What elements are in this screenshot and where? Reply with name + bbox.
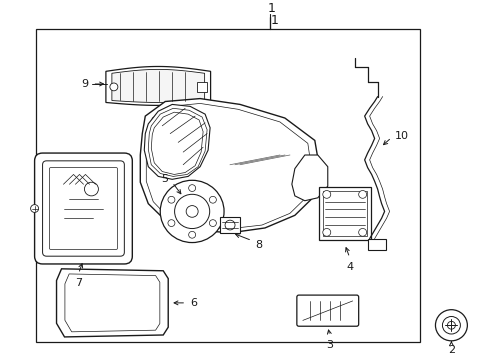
Circle shape [168,196,175,203]
Circle shape [189,231,196,238]
Circle shape [447,321,455,329]
Circle shape [359,190,367,198]
Bar [220,217,240,233]
Circle shape [442,316,461,334]
Text: 9: 9 [81,79,89,89]
Circle shape [186,206,198,217]
Circle shape [160,180,224,243]
Circle shape [359,229,367,236]
Bar [323,190,367,236]
Polygon shape [140,99,320,233]
Bar [368,239,386,250]
Text: 8: 8 [255,239,262,249]
Polygon shape [292,155,328,201]
Circle shape [323,229,331,236]
Text: 7: 7 [75,278,82,288]
Circle shape [436,310,467,341]
FancyBboxPatch shape [49,168,118,249]
Circle shape [30,204,39,212]
Text: 2: 2 [448,345,455,355]
Text: 5: 5 [161,174,168,184]
Circle shape [168,220,175,226]
FancyBboxPatch shape [43,161,124,256]
Circle shape [174,194,210,229]
Circle shape [209,220,217,226]
Text: 1: 1 [268,2,276,15]
Polygon shape [56,269,168,337]
Text: 3: 3 [326,340,333,350]
Circle shape [84,182,98,196]
Polygon shape [106,67,211,105]
Text: 10: 10 [394,131,409,140]
Circle shape [110,83,118,91]
Text: 1: 1 [271,14,279,27]
Circle shape [323,190,331,198]
FancyBboxPatch shape [35,153,132,264]
Polygon shape [144,104,210,179]
Bar [319,186,370,240]
Text: 4: 4 [346,261,353,271]
Polygon shape [112,69,205,103]
Circle shape [189,185,196,192]
Circle shape [209,196,217,203]
Text: 6: 6 [190,298,197,308]
Bar [36,28,419,342]
Circle shape [225,220,235,230]
FancyBboxPatch shape [297,295,359,326]
Bar [196,82,207,92]
